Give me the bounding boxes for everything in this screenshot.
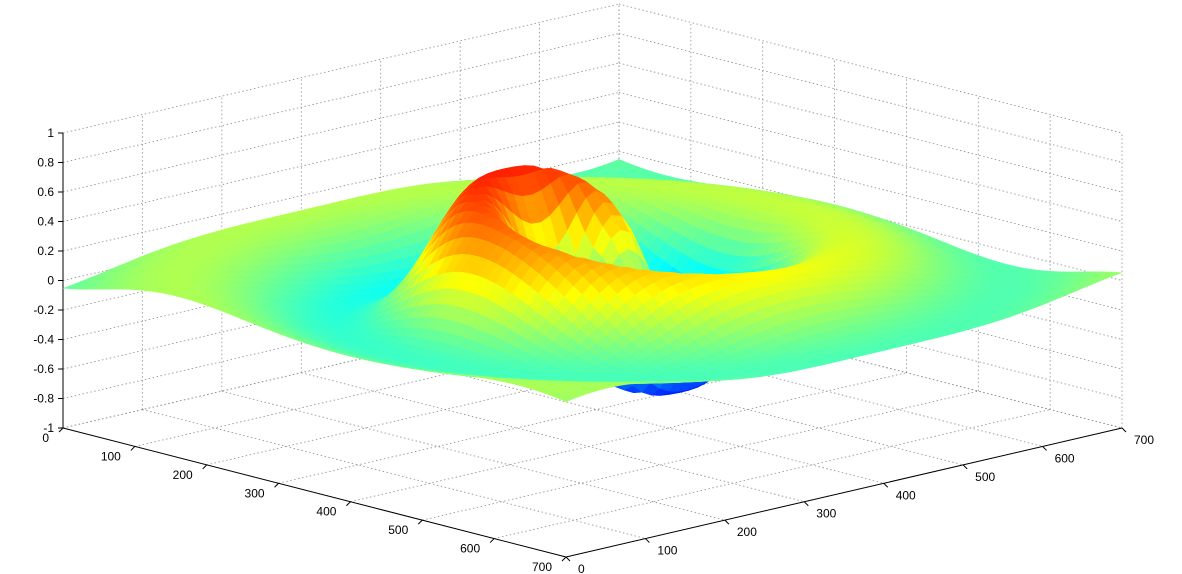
y-tick-label: 100 bbox=[657, 544, 677, 558]
floor-grid-line-y bbox=[221, 390, 725, 521]
x-tick-label: 500 bbox=[388, 523, 408, 537]
floor-grid-line-x bbox=[350, 372, 907, 503]
x-tick-mark bbox=[274, 482, 279, 488]
right-wall-grid-line-z bbox=[618, 33, 1123, 163]
back-wall-grid-line-z bbox=[62, 121, 620, 252]
x-tick-mark bbox=[58, 427, 64, 433]
back-wall-grid-line-z bbox=[62, 3, 620, 134]
y-tick-mark bbox=[1042, 446, 1047, 451]
y-tick-label: 600 bbox=[1055, 451, 1075, 465]
right-wall-grid-line-z bbox=[618, 239, 1123, 370]
y-tick-mark bbox=[883, 482, 889, 488]
surface-mesh bbox=[62, 159, 1123, 402]
x-tick-label: 400 bbox=[316, 505, 336, 519]
floor-grid-line-y bbox=[301, 372, 805, 503]
y-axis-line bbox=[565, 427, 1123, 558]
y-tick-mark bbox=[565, 556, 571, 562]
y-tick-label: 300 bbox=[816, 507, 836, 521]
floor-grid-line-y bbox=[380, 353, 884, 484]
floor-grid-line-x bbox=[494, 409, 1051, 539]
x-tick-label: 0 bbox=[42, 431, 49, 445]
y-tick-mark bbox=[724, 519, 730, 525]
z-tick-label: -0.6 bbox=[33, 362, 54, 376]
right-wall-grid-line-z bbox=[618, 269, 1123, 399]
y-tick-label: 500 bbox=[975, 470, 995, 484]
x-tick-label: 300 bbox=[245, 486, 265, 500]
z-tick-label: 0 bbox=[47, 274, 54, 288]
floor-grid-line-x bbox=[134, 317, 691, 447]
y-tick-mark bbox=[803, 501, 809, 507]
back-wall-grid-line-z bbox=[62, 33, 620, 163]
floor-grid-line-x bbox=[206, 335, 763, 466]
right-wall-grid-line-z bbox=[618, 3, 1123, 134]
x-tick-label: 100 bbox=[101, 449, 121, 463]
right-wall-grid-line-z bbox=[618, 151, 1123, 281]
x-tick-mark bbox=[489, 538, 495, 543]
z-tick-label: 0.2 bbox=[37, 244, 54, 258]
y-tick-label: 0 bbox=[578, 562, 585, 574]
z-tick-label: -0.8 bbox=[33, 392, 54, 406]
right-wall-grid-line-z bbox=[618, 62, 1123, 193]
right-wall-grid-line-z bbox=[618, 121, 1123, 252]
x-tick-label: 700 bbox=[532, 560, 552, 574]
y-tick-label: 400 bbox=[896, 488, 916, 502]
surface-facet bbox=[557, 394, 576, 402]
y-tick-mark bbox=[1121, 427, 1127, 433]
x-tick-mark bbox=[346, 501, 351, 507]
back-wall-grid-line-z bbox=[62, 298, 620, 429]
axes bbox=[58, 132, 1127, 562]
floor-grid-line-x bbox=[278, 353, 835, 484]
y-tick-label: 200 bbox=[737, 525, 757, 539]
y-tick-mark bbox=[645, 538, 650, 543]
floor-grid-line-y bbox=[460, 335, 964, 466]
right-wall-grid-line-z bbox=[618, 298, 1123, 429]
z-tick-label: -0.2 bbox=[33, 303, 54, 317]
z-tick-label: 0.6 bbox=[37, 185, 54, 199]
z-tick-label: 1 bbox=[47, 126, 54, 140]
x-tick-mark bbox=[561, 556, 567, 562]
x-tick-label: 600 bbox=[460, 542, 480, 556]
y-tick-label: 700 bbox=[1134, 433, 1154, 447]
x-axis-line bbox=[62, 427, 567, 558]
back-wall-grid-line-z bbox=[62, 92, 620, 222]
floor-grid-line-y bbox=[142, 409, 646, 539]
floor-grid-line-x bbox=[422, 390, 979, 521]
right-wall-grid-line-z bbox=[618, 92, 1123, 222]
floor-grid-line-y bbox=[539, 317, 1043, 447]
x-tick-label: 200 bbox=[173, 468, 193, 482]
z-tick-label: 0.4 bbox=[37, 215, 54, 229]
x-tick-mark bbox=[202, 464, 208, 470]
x-tick-mark bbox=[417, 519, 423, 525]
z-tick-label: -0.4 bbox=[33, 333, 54, 347]
tick-labels: -1 -0.8 -0.6 -0.4 -0.2 0 0.2 0.4 0.6 0.8 1 0 100 200 3… bbox=[33, 126, 1154, 574]
x-tick-mark bbox=[130, 446, 136, 451]
y-tick-mark bbox=[962, 464, 968, 470]
z-tick-label: -1 bbox=[43, 421, 54, 435]
right-wall-grid-line-z bbox=[618, 210, 1123, 340]
z-tick-label: 0.8 bbox=[37, 156, 54, 170]
back-wall-grid-line-z bbox=[62, 62, 620, 193]
